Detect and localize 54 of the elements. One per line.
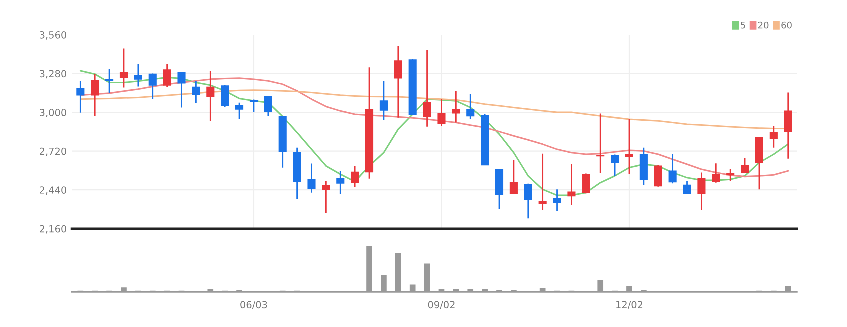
- candlestick: [683, 180, 692, 196]
- candlestick: [236, 102, 244, 120]
- candlestick: [134, 64, 142, 88]
- legend-label: 5: [741, 22, 746, 29]
- candlestick: [91, 74, 100, 117]
- candlestick: [524, 183, 532, 220]
- candlestick: [148, 73, 157, 100]
- legend-label: 60: [782, 22, 792, 29]
- line-series: [80, 70, 790, 196]
- candlestick: [206, 70, 215, 122]
- candlestick: [784, 92, 792, 160]
- y-tick-label: 3,000: [40, 109, 66, 118]
- y-tick-label: 3,280: [40, 70, 66, 79]
- candlestick: [178, 71, 186, 108]
- candlestick: [726, 168, 735, 182]
- x-tick-label: 12/02: [616, 301, 643, 310]
- candlestick: [568, 164, 576, 206]
- candlestick: [120, 48, 128, 88]
- candlestick: [770, 126, 778, 149]
- candlestick: [654, 164, 662, 188]
- candlestick: [250, 99, 258, 114]
- candlestick: [741, 157, 750, 174]
- candlestick: [466, 94, 475, 120]
- candlestick: [423, 50, 432, 128]
- candlestick: [106, 68, 114, 94]
- candlestick: [510, 160, 518, 196]
- candlestick: [380, 80, 388, 121]
- legend-label: 20: [758, 22, 769, 29]
- x-tick-label: 09/02: [428, 301, 455, 310]
- candlestick: [322, 180, 330, 214]
- candlestick: [192, 80, 200, 104]
- candlestick: [308, 163, 316, 194]
- candlestick: [264, 96, 272, 117]
- candlestick: [553, 188, 562, 212]
- candlestick: [596, 113, 605, 174]
- y-tick-label: 3,560: [40, 31, 66, 40]
- candlestick: [712, 162, 720, 184]
- candlestick: [438, 98, 446, 127]
- candlestick: [76, 80, 85, 114]
- candlestick: [351, 165, 360, 188]
- y-tick-label: 2,160: [40, 225, 66, 234]
- y-tick-label: 2,720: [40, 148, 66, 156]
- candlestick: [394, 45, 402, 119]
- x-tick-label: 06/03: [240, 301, 268, 310]
- candlestick: [163, 64, 172, 88]
- candlestick: [336, 170, 345, 196]
- candlestick: [611, 154, 620, 177]
- candlestick: [221, 84, 230, 108]
- candlestick: [698, 172, 706, 211]
- candlestick: [625, 118, 634, 176]
- candlestick: [538, 153, 547, 211]
- candlestick: [452, 90, 460, 124]
- y-tick-label: 2,440: [40, 186, 66, 195]
- candlestick: [668, 154, 677, 184]
